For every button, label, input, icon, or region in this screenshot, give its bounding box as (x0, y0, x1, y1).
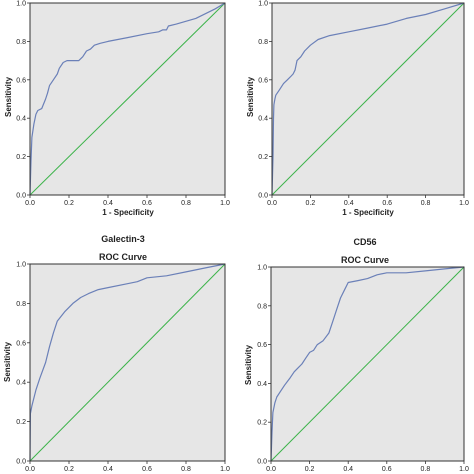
x-tick-label: 1.0 (459, 466, 469, 473)
y-axis-label: Sensitivity (3, 341, 12, 382)
y-tick-label: 0.2 (16, 154, 26, 161)
x-tick-label: 0.0 (266, 466, 276, 473)
reference-line (29, 2, 226, 196)
y-tick-label: 0.4 (257, 381, 267, 388)
panel-subtitle: ROC Curve (99, 252, 147, 262)
y-tick-label: 0.8 (16, 301, 26, 308)
y-tick-label: 0.2 (258, 154, 268, 161)
plot-frame (29, 2, 226, 196)
roc-curve (29, 2, 226, 196)
y-tick-label: 0.6 (257, 342, 267, 349)
y-tick-label: 1.0 (257, 265, 267, 272)
panel-subtitle: ROC Curve (341, 255, 389, 265)
reference-line (271, 2, 465, 196)
x-tick-label: 0.0 (267, 200, 277, 207)
y-tick-label: 0.8 (257, 303, 267, 310)
y-tick-label: 0.6 (16, 77, 26, 84)
y-axis-label: Sensitivity (244, 344, 253, 385)
x-tick-label: 0.6 (142, 466, 152, 473)
reference-line (29, 263, 226, 462)
x-tick-label: 0.0 (25, 200, 35, 207)
panel-title: Galectin-3 (101, 234, 145, 244)
x-axis-label: 1 - Specificity (342, 208, 394, 217)
y-tick-label: 0.8 (258, 39, 268, 46)
y-axis-label: Sensitivity (246, 76, 255, 117)
x-tick-label: 0.2 (305, 466, 315, 473)
panel-title: CD56 (353, 237, 376, 247)
roc-curve (271, 2, 465, 196)
x-tick-label: 1.0 (220, 466, 230, 473)
roc-curve (270, 266, 465, 462)
x-tick-label: 0.0 (25, 466, 35, 473)
x-tick-label: 1.0 (220, 200, 230, 207)
y-tick-label: 0.4 (16, 380, 26, 387)
x-tick-label: 0.8 (421, 200, 431, 207)
x-tick-label: 0.4 (344, 200, 354, 207)
plot-frame (270, 266, 465, 462)
y-tick-label: 0.0 (16, 459, 26, 466)
x-tick-label: 0.4 (103, 200, 113, 207)
x-tick-label: 0.6 (382, 200, 392, 207)
y-tick-label: 0.4 (16, 116, 26, 123)
x-tick-label: 1.0 (459, 200, 469, 207)
x-tick-label: 0.4 (103, 466, 113, 473)
y-tick-label: 0.0 (16, 193, 26, 200)
y-tick-label: 0.4 (258, 116, 268, 123)
roc-panel-cd56: CD56 ROC Curve Sensitivity 0.0 0.2 0.4 0.6 0… (244, 237, 469, 473)
y-tick-label: 0.6 (258, 77, 268, 84)
y-tick-label: 0.2 (257, 420, 267, 427)
y-tick-label: 0.8 (16, 39, 26, 46)
y-tick-label: 0.0 (257, 459, 267, 466)
x-tick-label: 0.8 (421, 466, 431, 473)
x-tick-label: 0.2 (306, 200, 316, 207)
x-tick-label: 0.8 (181, 200, 191, 207)
x-tick-label: 0.8 (181, 466, 191, 473)
y-tick-label: 0.6 (16, 340, 26, 347)
y-tick-label: 0.2 (16, 419, 26, 426)
y-tick-label: 1.0 (16, 1, 26, 8)
y-tick-label: 1.0 (258, 1, 268, 8)
roc-panel-galectin-3: Galectin-3 ROC Curve Sensitivity 0.0 0.2 0… (3, 234, 230, 473)
roc-panel-top-right: 1 - Specificity Sensitivity 0.0 0.2 0.4 0.6… (246, 1, 469, 218)
x-tick-label: 0.4 (343, 466, 353, 473)
y-axis-label: Sensitivity (4, 76, 13, 117)
x-tick-label: 0.6 (382, 466, 392, 473)
plot-frame (29, 263, 226, 462)
x-tick-label: 0.2 (64, 466, 74, 473)
x-axis-label: 1 - Specificity (102, 208, 154, 217)
roc-panel-top-left: 1 - Specificity Sensitivity 0.0 0.2 0.4 0.6… (4, 1, 230, 218)
y-tick-label: 0.0 (258, 193, 268, 200)
reference-line (270, 266, 465, 462)
plot-frame (271, 2, 465, 196)
x-tick-label: 0.6 (142, 200, 152, 207)
x-tick-label: 0.2 (64, 200, 74, 207)
y-tick-label: 1.0 (16, 262, 26, 269)
roc-curve (29, 263, 226, 462)
